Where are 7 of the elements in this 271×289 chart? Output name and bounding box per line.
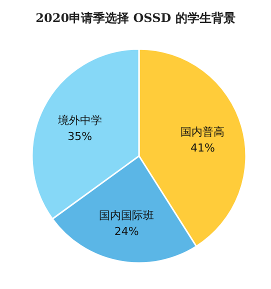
slice-label: 境外中学 bbox=[56, 114, 102, 127]
slice-label: 国内普高 bbox=[180, 125, 225, 138]
data-label: 41% bbox=[190, 141, 215, 154]
data-label: 35% bbox=[68, 130, 92, 143]
chart-title: 2020申请季选择 OSSD 的学生背景 bbox=[36, 11, 236, 25]
slice-label: 国内国际班 bbox=[99, 209, 154, 222]
data-label: 24% bbox=[114, 225, 139, 238]
